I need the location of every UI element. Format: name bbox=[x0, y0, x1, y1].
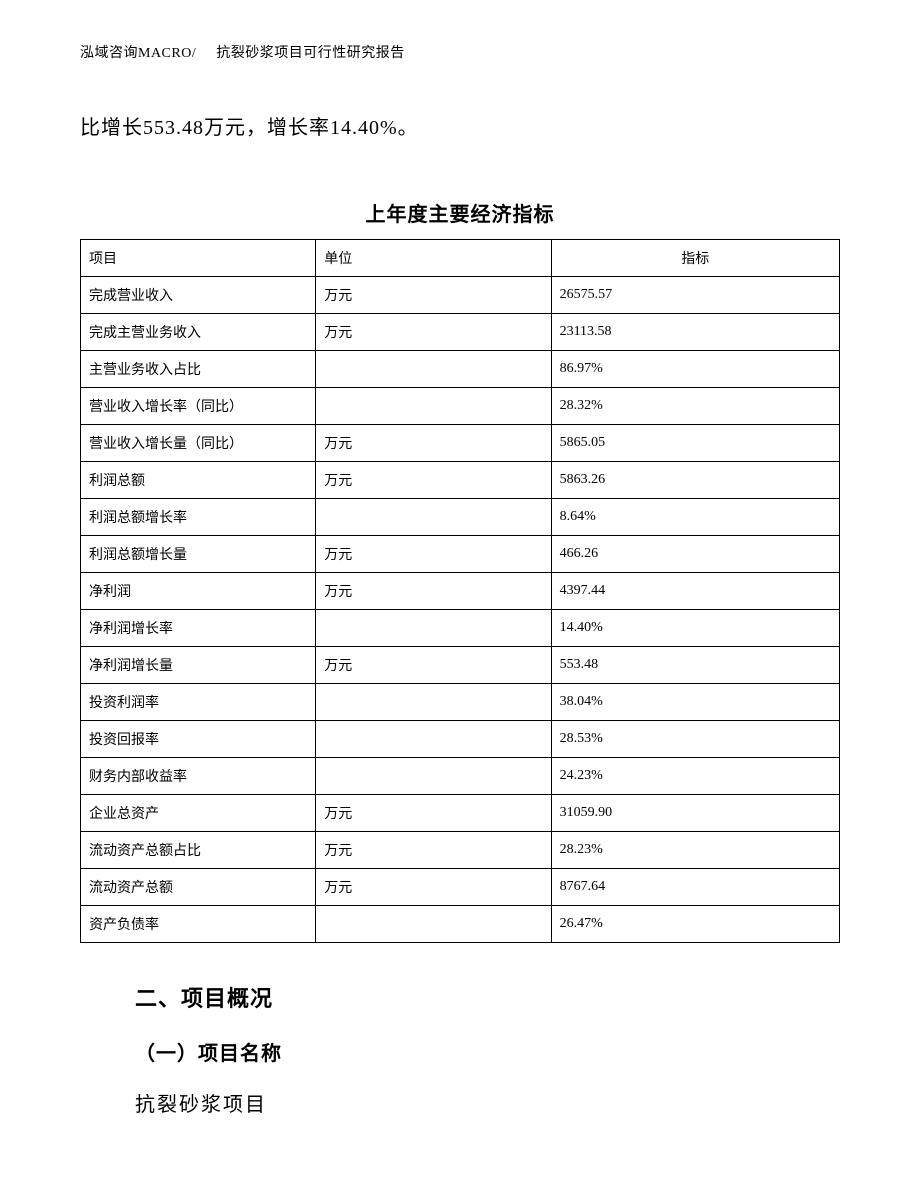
cell-project: 企业总资产 bbox=[81, 795, 316, 832]
cell-project: 流动资产总额 bbox=[81, 869, 316, 906]
table-row: 财务内部收益率 24.23% bbox=[81, 758, 840, 795]
cell-indicator: 28.23% bbox=[551, 832, 839, 869]
cell-indicator: 38.04% bbox=[551, 684, 839, 721]
cell-project: 流动资产总额占比 bbox=[81, 832, 316, 869]
cell-indicator: 14.40% bbox=[551, 610, 839, 647]
cell-project: 财务内部收益率 bbox=[81, 758, 316, 795]
table-row: 营业收入增长率（同比） 28.32% bbox=[81, 388, 840, 425]
sub-heading: （一）项目名称 bbox=[135, 1037, 840, 1066]
cell-project: 资产负债率 bbox=[81, 906, 316, 943]
table-row: 主营业务收入占比 86.97% bbox=[81, 351, 840, 388]
cell-project: 利润总额增长量 bbox=[81, 536, 316, 573]
cell-indicator: 5865.05 bbox=[551, 425, 839, 462]
cell-unit bbox=[316, 499, 551, 536]
table-row: 利润总额万元5863.26 bbox=[81, 462, 840, 499]
table-row: 企业总资产万元31059.90 bbox=[81, 795, 840, 832]
cell-project: 完成营业收入 bbox=[81, 277, 316, 314]
cell-unit: 万元 bbox=[316, 536, 551, 573]
page-content: 比增长553.48万元，增长率14.40%。 上年度主要经济指标 项目 单位 指… bbox=[80, 110, 840, 1117]
cell-project: 完成主营业务收入 bbox=[81, 314, 316, 351]
cell-project: 投资利润率 bbox=[81, 684, 316, 721]
table-row: 流动资产总额占比万元28.23% bbox=[81, 832, 840, 869]
cell-project: 利润总额 bbox=[81, 462, 316, 499]
cell-unit bbox=[316, 610, 551, 647]
column-header-project: 项目 bbox=[81, 240, 316, 277]
table-body: 完成营业收入万元26575.57 完成主营业务收入万元23113.58 主营业务… bbox=[81, 277, 840, 943]
cell-indicator: 8767.64 bbox=[551, 869, 839, 906]
table-row: 净利润增长率 14.40% bbox=[81, 610, 840, 647]
cell-unit: 万元 bbox=[316, 647, 551, 684]
cell-indicator: 28.32% bbox=[551, 388, 839, 425]
cell-unit bbox=[316, 351, 551, 388]
cell-indicator: 4397.44 bbox=[551, 573, 839, 610]
cell-indicator: 23113.58 bbox=[551, 314, 839, 351]
economic-indicators-table: 项目 单位 指标 完成营业收入万元26575.57 完成主营业务收入万元2311… bbox=[80, 239, 840, 943]
cell-unit: 万元 bbox=[316, 277, 551, 314]
table-title: 上年度主要经济指标 bbox=[80, 198, 840, 227]
table-header-row: 项目 单位 指标 bbox=[81, 240, 840, 277]
table-row: 资产负债率 26.47% bbox=[81, 906, 840, 943]
cell-unit: 万元 bbox=[316, 832, 551, 869]
cell-indicator: 24.23% bbox=[551, 758, 839, 795]
table-row: 流动资产总额万元8767.64 bbox=[81, 869, 840, 906]
page-header: 泓域咨询MACRO/ 抗裂砂浆项目可行性研究报告 bbox=[80, 42, 405, 62]
intro-paragraph: 比增长553.48万元，增长率14.40%。 bbox=[80, 110, 840, 146]
column-header-indicator: 指标 bbox=[551, 240, 839, 277]
cell-project: 主营业务收入占比 bbox=[81, 351, 316, 388]
table-row: 净利润增长量万元553.48 bbox=[81, 647, 840, 684]
table-row: 完成主营业务收入万元23113.58 bbox=[81, 314, 840, 351]
table-row: 完成营业收入万元26575.57 bbox=[81, 277, 840, 314]
cell-unit: 万元 bbox=[316, 462, 551, 499]
cell-project: 净利润增长量 bbox=[81, 647, 316, 684]
cell-unit bbox=[316, 684, 551, 721]
cell-indicator: 31059.90 bbox=[551, 795, 839, 832]
cell-unit: 万元 bbox=[316, 795, 551, 832]
cell-indicator: 28.53% bbox=[551, 721, 839, 758]
cell-project: 净利润增长率 bbox=[81, 610, 316, 647]
cell-unit: 万元 bbox=[316, 869, 551, 906]
cell-project: 净利润 bbox=[81, 573, 316, 610]
column-header-unit: 单位 bbox=[316, 240, 551, 277]
cell-indicator: 8.64% bbox=[551, 499, 839, 536]
cell-unit: 万元 bbox=[316, 573, 551, 610]
cell-indicator: 86.97% bbox=[551, 351, 839, 388]
table-row: 投资回报率 28.53% bbox=[81, 721, 840, 758]
cell-unit: 万元 bbox=[316, 314, 551, 351]
cell-unit: 万元 bbox=[316, 425, 551, 462]
cell-project: 营业收入增长率（同比） bbox=[81, 388, 316, 425]
section-heading: 二、项目概况 bbox=[135, 981, 840, 1013]
body-paragraph: 抗裂砂浆项目 bbox=[135, 1088, 840, 1117]
cell-unit bbox=[316, 758, 551, 795]
header-right: 抗裂砂浆项目可行性研究报告 bbox=[216, 46, 405, 61]
table-row: 净利润万元4397.44 bbox=[81, 573, 840, 610]
table-row: 利润总额增长量万元466.26 bbox=[81, 536, 840, 573]
cell-unit bbox=[316, 721, 551, 758]
table-row: 营业收入增长量（同比）万元5865.05 bbox=[81, 425, 840, 462]
cell-unit bbox=[316, 906, 551, 943]
cell-project: 营业收入增长量（同比） bbox=[81, 425, 316, 462]
header-left: 泓域咨询MACRO/ bbox=[80, 46, 196, 61]
table-row: 利润总额增长率 8.64% bbox=[81, 499, 840, 536]
cell-indicator: 26575.57 bbox=[551, 277, 839, 314]
table-row: 投资利润率 38.04% bbox=[81, 684, 840, 721]
cell-indicator: 5863.26 bbox=[551, 462, 839, 499]
cell-indicator: 553.48 bbox=[551, 647, 839, 684]
cell-project: 利润总额增长率 bbox=[81, 499, 316, 536]
cell-project: 投资回报率 bbox=[81, 721, 316, 758]
cell-unit bbox=[316, 388, 551, 425]
cell-indicator: 26.47% bbox=[551, 906, 839, 943]
cell-indicator: 466.26 bbox=[551, 536, 839, 573]
